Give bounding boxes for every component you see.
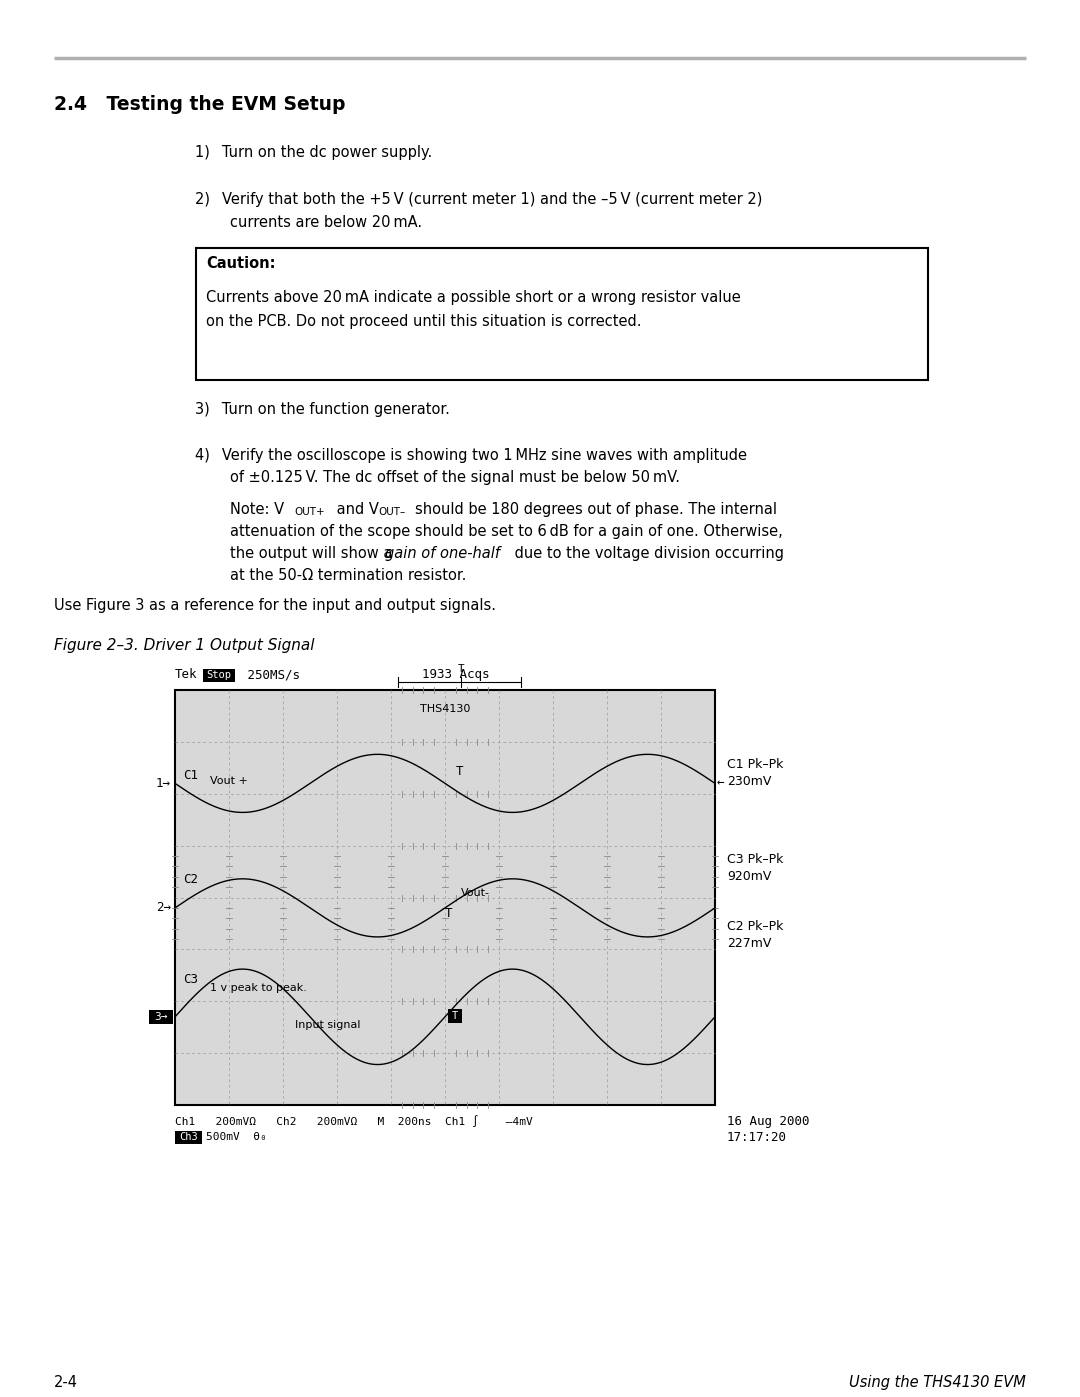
Text: gain of one-half: gain of one-half (384, 546, 500, 562)
Text: the output will show a: the output will show a (230, 546, 397, 562)
Text: 1933 Acqs: 1933 Acqs (422, 668, 489, 680)
Text: C1 Pk–Pk
230mV: C1 Pk–Pk 230mV (727, 759, 783, 788)
Text: 17:17:20: 17:17:20 (727, 1132, 787, 1144)
Text: C3 Pk–Pk
920mV: C3 Pk–Pk 920mV (727, 854, 783, 883)
Bar (195, 249, 928, 380)
Text: 3)  Turn on the function generator.: 3) Turn on the function generator. (195, 402, 450, 416)
Text: 2.4   Testing the EVM Setup: 2.4 Testing the EVM Setup (54, 95, 346, 115)
Text: 250MS/s: 250MS/s (240, 668, 300, 680)
Text: C3: C3 (183, 972, 198, 986)
Text: attenuation of the scope should be set to 6 dB for a gain of one. Otherwise,: attenuation of the scope should be set t… (230, 524, 783, 539)
Text: THS4130: THS4130 (420, 704, 470, 714)
Text: OUT+: OUT+ (294, 507, 325, 517)
Text: T: T (445, 908, 453, 921)
Text: 1 v peak to peak.: 1 v peak to peak. (210, 983, 307, 993)
Text: of ±0.125 V. The dc offset of the signal must be below 50 mV.: of ±0.125 V. The dc offset of the signal… (230, 469, 680, 485)
Text: T: T (456, 766, 463, 778)
Bar (175, 1132, 202, 1144)
Bar (149, 1010, 173, 1024)
Bar (203, 669, 235, 682)
Text: Vout-: Vout- (461, 888, 490, 898)
Text: Ch3: Ch3 (179, 1133, 198, 1143)
Text: Caution:: Caution: (206, 256, 275, 271)
Text: Using the THS4130 EVM: Using the THS4130 EVM (849, 1375, 1026, 1390)
Text: and V: and V (332, 502, 379, 517)
Text: should be 180 degrees out of phase. The internal: should be 180 degrees out of phase. The … (415, 502, 777, 517)
Text: on the PCB. Do not proceed until this situation is corrected.: on the PCB. Do not proceed until this si… (206, 314, 642, 330)
Text: CAUTION: CAUTION (399, 267, 901, 365)
Text: C2: C2 (183, 873, 198, 886)
Text: ←: ← (717, 777, 725, 789)
Text: 500mV  θ₀: 500mV θ₀ (206, 1132, 267, 1141)
Text: 2-4: 2-4 (54, 1375, 78, 1390)
Bar (448, 1009, 462, 1023)
Text: 1→: 1→ (156, 777, 171, 789)
Text: at the 50-Ω termination resistor.: at the 50-Ω termination resistor. (230, 569, 467, 583)
Text: 1)  Turn on the dc power supply.: 1) Turn on the dc power supply. (195, 145, 432, 161)
Bar (175, 690, 715, 1105)
Text: 2)  Verify that both the +5 V (current meter 1) and the –5 V (current meter 2): 2) Verify that both the +5 V (current me… (195, 191, 762, 207)
Text: 4)  Verify the oscilloscope is showing two 1 MHz sine waves with amplitude: 4) Verify the oscilloscope is showing tw… (195, 448, 747, 462)
Text: due to the voltage division occurring: due to the voltage division occurring (510, 546, 784, 562)
Text: Figure 2–3. Driver 1 Output Signal: Figure 2–3. Driver 1 Output Signal (54, 638, 314, 652)
Text: C1: C1 (183, 768, 198, 782)
Text: 2→: 2→ (156, 901, 171, 915)
Text: OUT–: OUT– (378, 507, 405, 517)
Text: T: T (451, 1011, 458, 1021)
Text: Note: V: Note: V (230, 502, 284, 517)
Text: Input signal: Input signal (295, 1020, 361, 1030)
Text: Currents above 20 mA indicate a possible short or a wrong resistor value: Currents above 20 mA indicate a possible… (206, 291, 741, 305)
Text: T: T (458, 664, 464, 673)
Text: Vout +: Vout + (210, 777, 248, 787)
Text: Stop: Stop (206, 671, 231, 680)
Text: Tek: Tek (175, 668, 198, 680)
Text: C2 Pk–Pk
227mV: C2 Pk–Pk 227mV (727, 919, 783, 950)
Text: Use Figure 3 as a reference for the input and output signals.: Use Figure 3 as a reference for the inpu… (54, 598, 496, 613)
Text: currents are below 20 mA.: currents are below 20 mA. (230, 215, 422, 231)
Text: 3→: 3→ (154, 1011, 167, 1021)
Text: 16 Aug 2000: 16 Aug 2000 (727, 1115, 810, 1127)
Text: Ch1   200mVΩ   Ch2   200mVΩ   M  200ns  Ch1 ∫    –4mV: Ch1 200mVΩ Ch2 200mVΩ M 200ns Ch1 ∫ –4mV (175, 1115, 532, 1127)
